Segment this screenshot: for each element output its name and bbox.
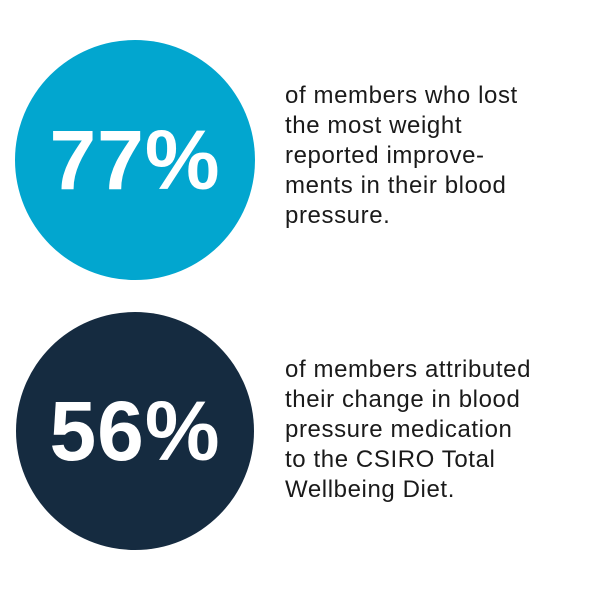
stat-description: of members attributed their change in bl… — [285, 356, 532, 503]
stat-circle-56: 56% — [16, 312, 254, 550]
stat-block-weight-loss: 77% of members who lost the most weight … — [0, 40, 600, 280]
stat-description: of members who lost the most weight repo… — [285, 82, 518, 229]
stat-circle-77: 77% — [15, 40, 255, 280]
stat-percentage: 77% — [49, 113, 221, 207]
stat-block-medication: 56% of members attributed their change i… — [0, 312, 600, 550]
stat-percentage: 56% — [49, 384, 221, 478]
